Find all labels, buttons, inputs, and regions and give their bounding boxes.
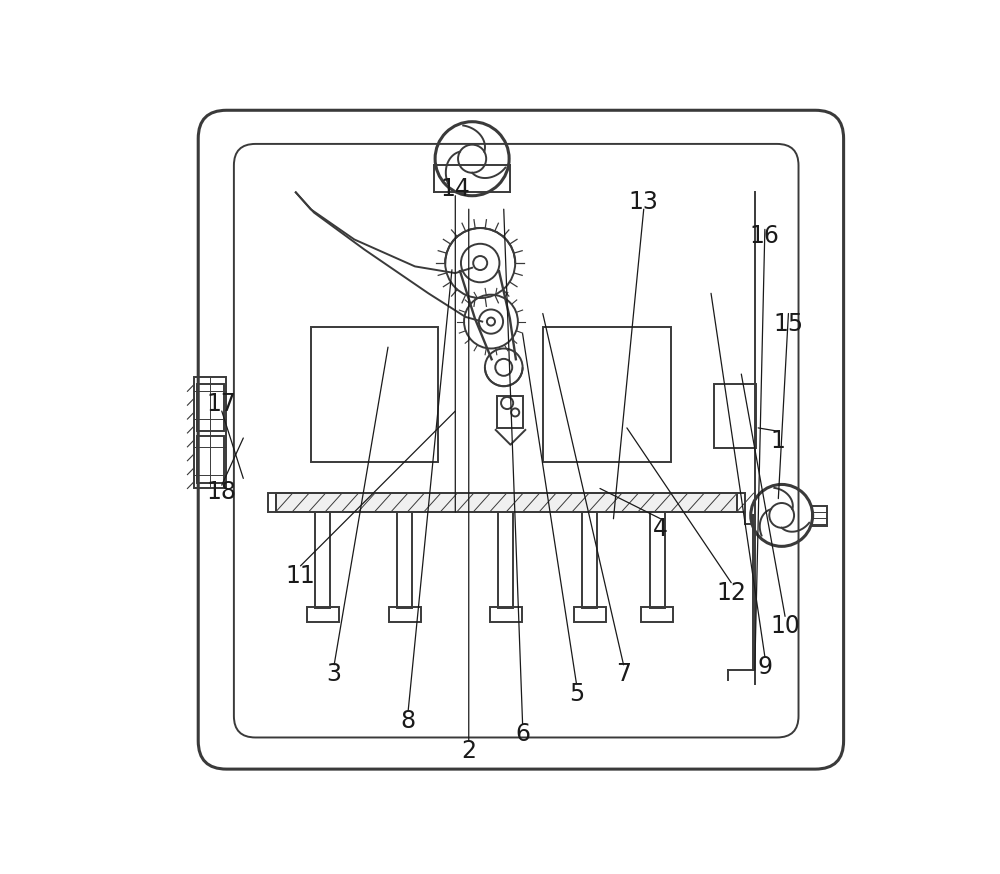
Text: 17: 17 — [207, 392, 237, 416]
Text: 11: 11 — [286, 564, 315, 588]
Bar — [737, 493, 745, 512]
Bar — [315, 512, 330, 608]
Text: 18: 18 — [207, 480, 237, 503]
Text: 5: 5 — [569, 682, 584, 705]
Bar — [197, 384, 224, 431]
Bar — [543, 327, 671, 461]
Text: 13: 13 — [629, 191, 659, 214]
Text: 16: 16 — [750, 224, 780, 248]
Text: 9: 9 — [757, 655, 772, 679]
Bar — [714, 385, 756, 448]
Bar — [276, 493, 737, 512]
Bar — [268, 493, 276, 512]
Bar — [389, 607, 421, 621]
Text: 14: 14 — [440, 177, 470, 201]
Bar — [582, 512, 597, 608]
Bar — [641, 607, 673, 621]
Text: 6: 6 — [515, 722, 530, 746]
Text: 1: 1 — [771, 429, 786, 454]
Text: 2: 2 — [461, 739, 476, 763]
Bar — [498, 512, 513, 608]
Text: 12: 12 — [716, 581, 746, 605]
Bar — [307, 607, 339, 621]
Bar — [650, 512, 665, 608]
Text: 7: 7 — [616, 662, 631, 685]
Bar — [276, 493, 737, 512]
Text: 4: 4 — [653, 517, 668, 541]
Bar — [397, 512, 412, 608]
Text: 15: 15 — [773, 312, 803, 336]
Bar — [194, 378, 226, 489]
Text: 10: 10 — [770, 614, 800, 638]
Text: 3: 3 — [327, 662, 342, 685]
Bar — [490, 607, 522, 621]
Bar — [197, 436, 224, 483]
Bar — [497, 396, 523, 428]
Bar — [311, 327, 438, 461]
Bar — [574, 607, 606, 621]
Bar — [812, 506, 827, 526]
Text: 8: 8 — [401, 709, 416, 732]
